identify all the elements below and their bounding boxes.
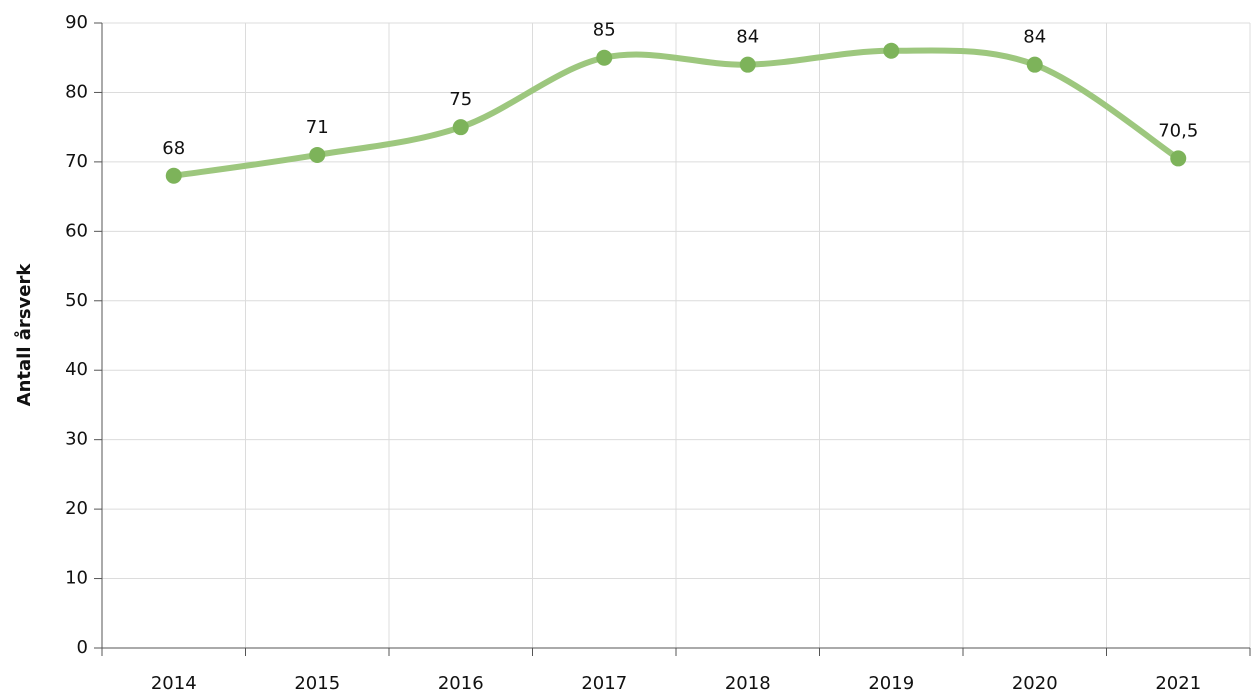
data-label: 75	[449, 89, 472, 110]
data-label: 85	[593, 20, 616, 41]
data-label: 71	[306, 117, 329, 138]
y-tick-label: 60	[65, 220, 88, 241]
data-point	[165, 167, 182, 184]
y-tick-label: 10	[65, 568, 88, 589]
y-tick-label: 50	[65, 290, 88, 311]
x-tick-label: 2016	[438, 673, 484, 694]
x-tick-label: 2020	[1012, 673, 1058, 694]
y-tick-label: 0	[77, 637, 88, 658]
data-point	[309, 146, 326, 163]
x-tick-label: 2014	[151, 673, 197, 694]
data-point	[1026, 56, 1043, 73]
data-label: 84	[736, 27, 759, 48]
y-tick-label: 40	[65, 359, 88, 380]
data-point	[452, 119, 469, 136]
x-tick-label: 2019	[868, 673, 914, 694]
y-axis-label: Antall årsverk	[13, 263, 35, 407]
data-point	[883, 42, 900, 59]
x-tick-label: 2017	[581, 673, 627, 694]
data-label: 84	[1023, 27, 1046, 48]
data-point	[1170, 150, 1187, 167]
data-label: 70,5	[1158, 120, 1198, 141]
y-tick-label: 80	[65, 81, 88, 102]
x-tick-label: 2015	[294, 673, 340, 694]
data-label: 68	[162, 138, 185, 159]
x-tick-label: 2021	[1155, 673, 1201, 694]
y-tick-label: 30	[65, 429, 88, 450]
y-tick-label: 70	[65, 151, 88, 172]
data-point	[596, 49, 613, 66]
x-tick-label: 2018	[725, 673, 771, 694]
y-tick-label: 90	[65, 12, 88, 33]
data-point	[739, 56, 756, 73]
y-tick-label: 20	[65, 498, 88, 519]
